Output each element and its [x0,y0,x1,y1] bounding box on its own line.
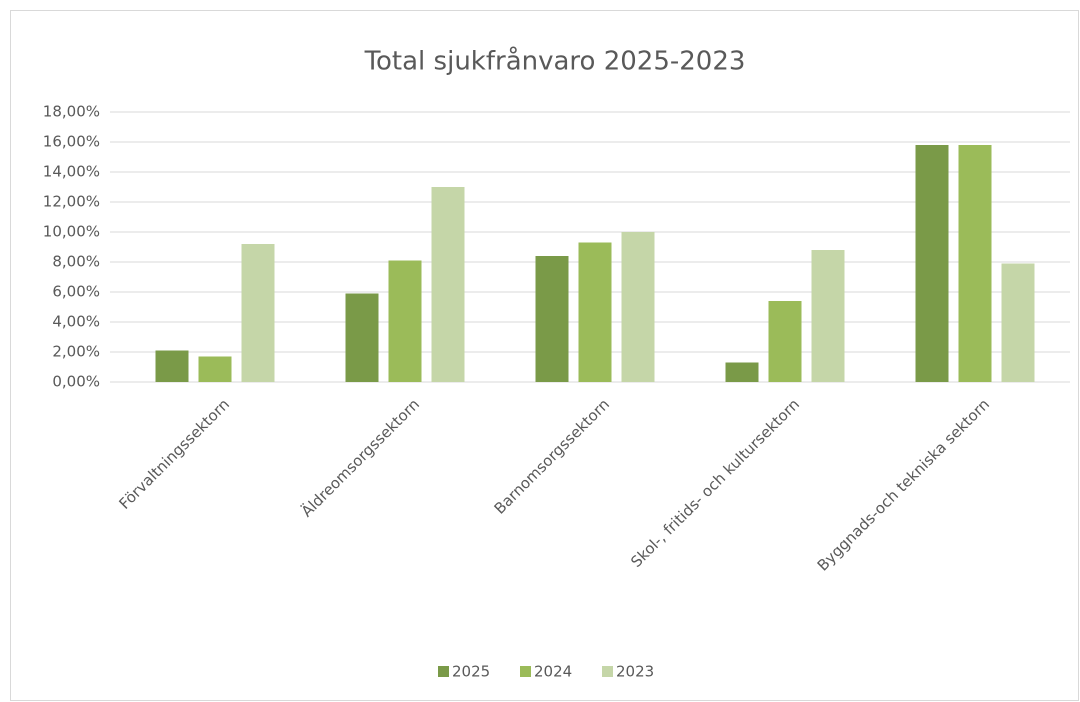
y-tick-label: 10,00% [43,223,100,241]
bar [388,260,422,382]
bar [578,242,612,382]
bar [155,350,189,382]
y-tick-label: 6,00% [52,283,100,301]
legend-swatch [520,666,531,677]
bar [241,244,275,382]
bar [621,232,655,382]
y-tick-label: 4,00% [52,313,100,331]
bar [198,356,232,382]
bar [915,145,949,382]
y-tick-label: 2,00% [52,343,100,361]
bar [431,187,465,382]
legend-label: 2023 [616,663,654,681]
legend-label: 2025 [452,663,490,681]
legend-label: 2024 [534,663,572,681]
y-tick-label: 0,00% [52,373,100,391]
bar [345,293,379,382]
y-tick-label: 18,00% [43,103,100,121]
bar [1001,263,1035,382]
bar [725,362,759,382]
y-tick-label: 14,00% [43,163,100,181]
y-tick-label: 8,00% [52,253,100,271]
bar [535,256,569,382]
bar [958,145,992,382]
legend-swatch [438,666,449,677]
legend-swatch [602,666,613,677]
bar [811,250,845,382]
y-tick-label: 16,00% [43,133,100,151]
y-tick-label: 12,00% [43,193,100,211]
chart-title: Total sjukfrånvaro 2025-2023 [364,46,746,77]
bar [768,301,802,382]
